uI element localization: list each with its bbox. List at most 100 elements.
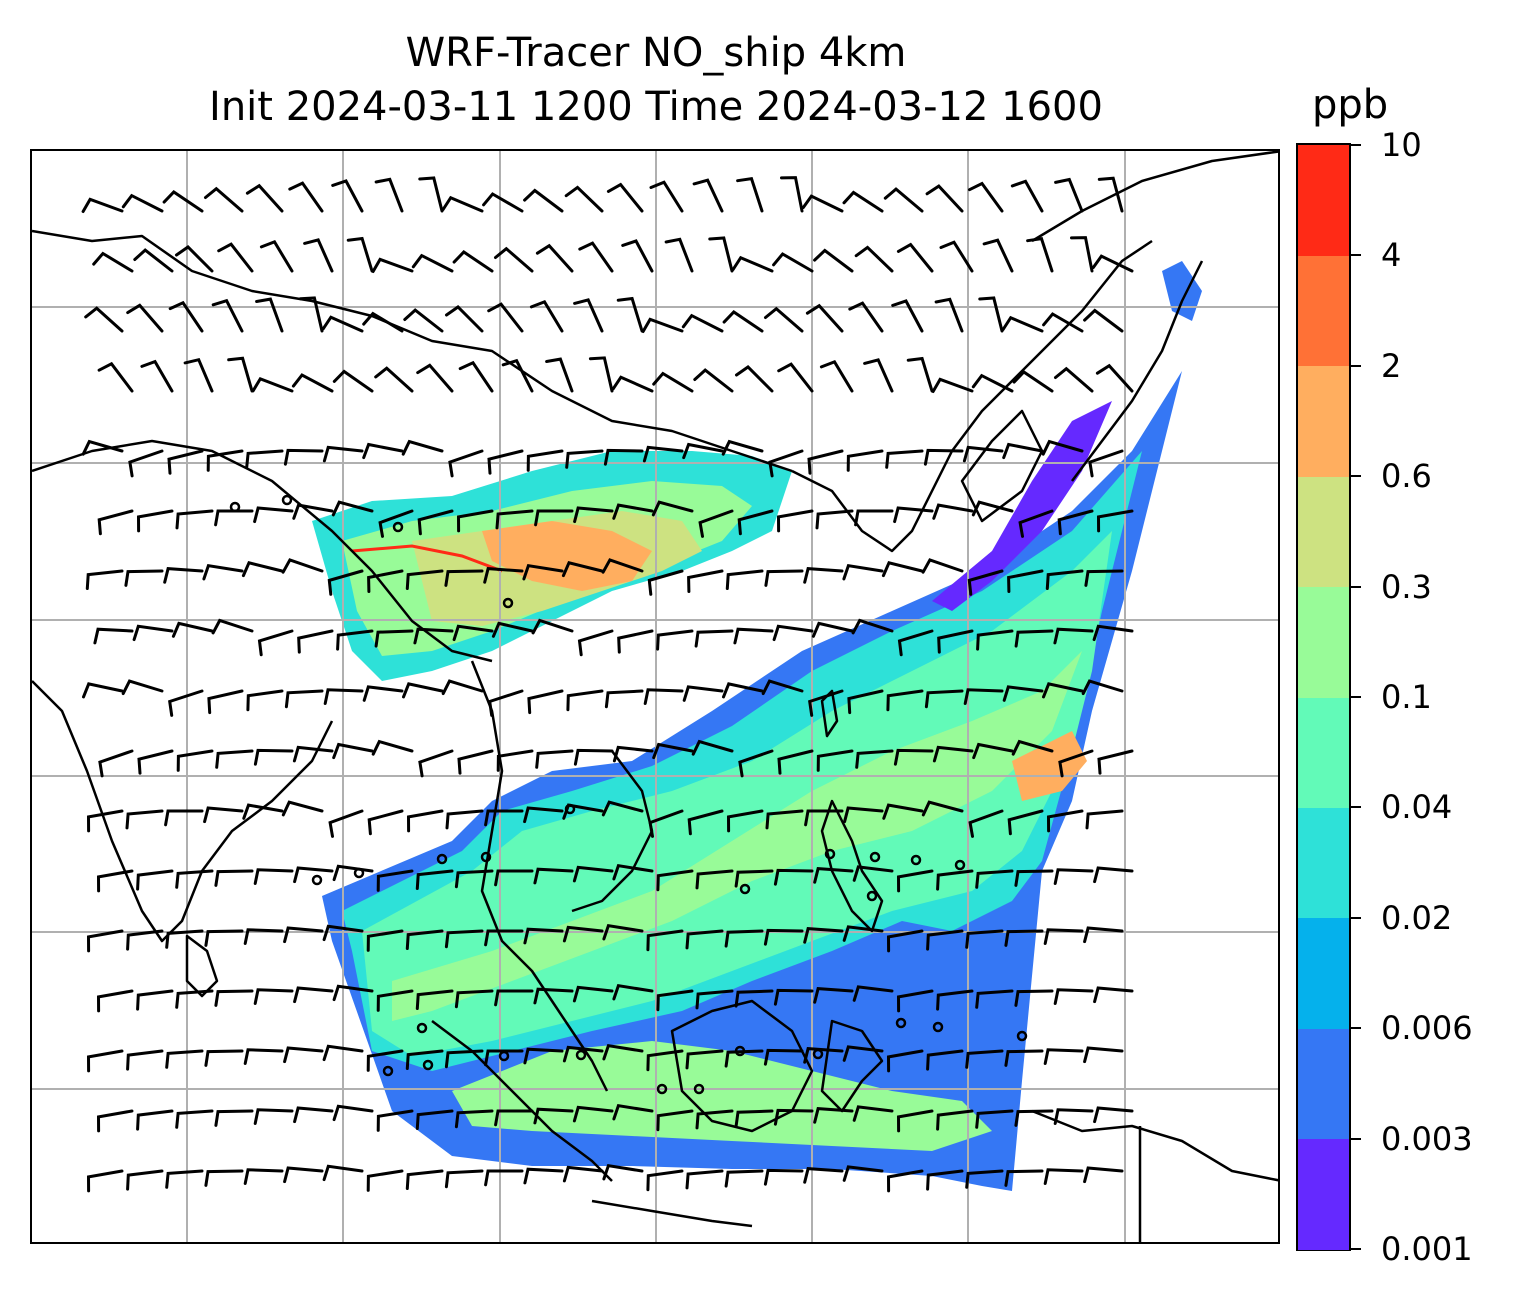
indochina [470,660,609,1092]
wind-barb [243,928,284,945]
wind-barb [577,629,614,657]
map-canvas [32,151,1278,1242]
wind-barb [523,188,564,213]
wind-barb [971,500,1014,517]
wind-barb [328,809,364,838]
wind-barb [846,449,884,472]
wind-barb [842,1045,884,1062]
wind-barb [203,806,244,824]
wind-barb [975,869,1014,889]
wind-barb [484,929,524,947]
wind-barb [445,305,484,333]
wind-barb [93,627,134,645]
wind-barb [819,360,854,393]
wind-barb [647,569,684,596]
colorbar-tick-label: 0.003 [1381,1119,1473,1158]
wind-barb [168,300,204,333]
wind-barb [97,361,134,393]
wind-barb [854,245,894,273]
wind-barb [401,439,444,456]
wind-barb [84,306,124,333]
wind-barb [1014,1109,1054,1127]
map-title-line2: Init 2024-03-11 1200 Time 2024-03-12 160… [209,84,1103,130]
wind-barb [734,869,774,888]
wind-barb [494,246,534,273]
wind-barb [496,749,534,772]
wind-barb [165,929,204,949]
wind-barb [1043,1168,1084,1185]
wind-barb [896,1109,934,1133]
wind-barb [695,869,734,890]
wind-barb [293,986,334,1004]
wind-barb [121,679,164,696]
wind-barb [403,308,444,333]
wind-barb [1002,685,1044,702]
wind-barb [346,236,374,273]
wind-barb [642,445,684,463]
wind-barb [418,749,454,778]
wind-barb [416,363,454,393]
wind-barb [366,929,404,952]
wind-barb [773,1108,814,1126]
wind-barb [801,194,844,213]
wind-barb [649,180,684,213]
wind-barb [241,561,284,578]
colorbar-tick [1351,144,1361,146]
wind-barb [886,1169,924,1193]
wind-barb [405,569,444,590]
tracer-plume-far-north [1162,261,1202,321]
wind-barb [128,449,164,478]
wind-barb [82,682,124,699]
wind-barb [685,1049,724,1070]
wind-barb [444,569,484,587]
wind-barb [1097,749,1134,775]
wind-barb [162,190,204,213]
wind-barb [601,558,644,574]
wind-barb [175,869,214,889]
wind-barb [86,1049,124,1073]
wind-barb [936,1109,974,1131]
wind-barb [204,929,244,947]
wind-barb [612,1104,654,1121]
wind-barb [882,803,924,820]
wind-barb [444,1049,484,1069]
colorbar-segment [1298,1028,1349,1140]
northern-border [32,229,793,473]
wind-barb [281,800,324,817]
wind-barb [1093,986,1134,1004]
wind-barb [813,1107,854,1124]
wind-barb [545,357,574,393]
wind-barb [487,302,524,333]
wind-barb [484,809,524,827]
wind-barb [881,561,924,578]
wind-barb [808,689,844,717]
wind-barb [963,688,1004,705]
wind-barb [293,1106,334,1124]
wind-barb [885,449,924,469]
wind-barb [734,1109,774,1128]
wind-barb [1053,1108,1094,1125]
wind-barb [133,248,174,273]
wind-barb [652,371,694,393]
wind-barb [332,984,374,1002]
wind-barb [937,629,974,654]
wind-barb [724,929,764,948]
wind-barb [204,186,244,213]
wind-barb [772,624,814,642]
wind-barb [772,252,814,273]
colorbar-tick-label: 0.006 [1381,1009,1473,1048]
colorbar-segment [1298,476,1349,588]
wind-barb [687,569,724,593]
wind-barb [698,509,734,538]
wind-barb [97,509,134,536]
wind-barb [494,869,534,887]
wind-barb [454,869,494,889]
colorbar-tick [1351,1027,1361,1030]
russia-east [1031,151,1278,243]
wind-barb [1014,989,1054,1007]
wind-barb [685,929,724,950]
wind-barb [604,689,644,709]
colorbar-segment [1298,365,1349,477]
wind-barb [687,809,724,836]
wind-barb [322,445,364,463]
